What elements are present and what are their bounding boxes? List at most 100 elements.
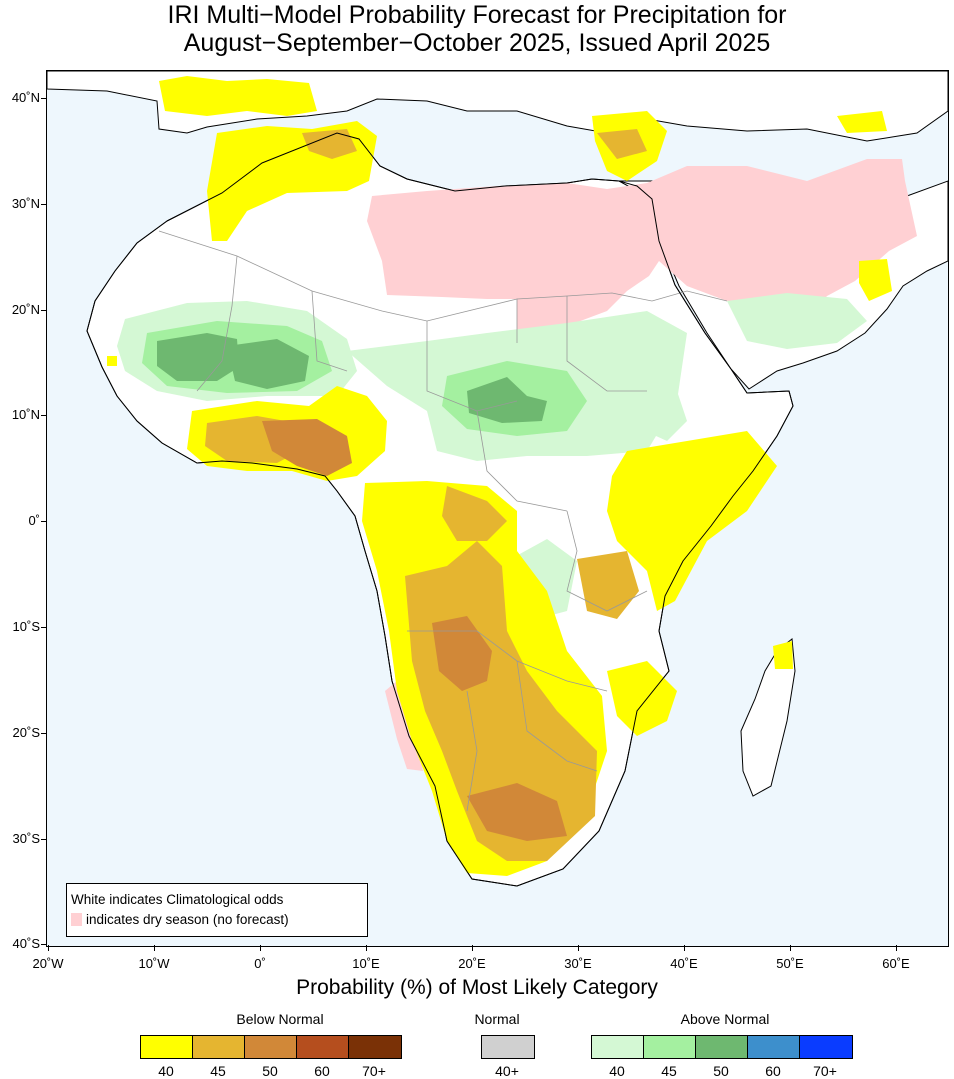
lat-tick-mark	[41, 627, 46, 628]
below-normal-congo-basin	[442, 486, 507, 541]
border-line	[651, 290, 728, 302]
below-normal-mozambique	[607, 661, 677, 736]
map-legend-box: White indicates Climatological odds indi…	[66, 883, 368, 937]
lon-tick-mark	[896, 945, 897, 951]
lat-label-40s: 40˚S	[12, 936, 40, 951]
legend-dry-season-row: indicates dry season (no forecast)	[71, 911, 289, 928]
lon-label-10w: 10˚W	[138, 956, 170, 971]
below-normal-tick-label: 70+	[362, 1063, 386, 1079]
lat-label-30n: 30˚N	[11, 196, 40, 211]
lat-tick-mark	[41, 839, 46, 840]
lon-tick-mark	[472, 945, 473, 951]
above-normal-west-sahel-50	[157, 333, 239, 381]
below-normal-south-africa-50	[467, 783, 567, 841]
map-title-line-2: August−September−October 2025, Issued Ap…	[183, 29, 771, 57]
border-line	[196, 255, 238, 392]
country-borders	[158, 230, 728, 812]
below-normal-swatch	[297, 1036, 349, 1058]
below-normal-nigeria-50	[262, 419, 352, 476]
lat-label-40n: 40˚N	[11, 90, 40, 105]
border-line	[516, 292, 653, 302]
above-normal-tick-label: 45	[661, 1063, 677, 1079]
above-normal-mali-50	[227, 339, 309, 389]
lat-label-10s: 10˚S	[12, 619, 40, 634]
lat-tick-mark	[41, 944, 46, 945]
below-normal-oman	[859, 259, 892, 301]
africa-coast	[86, 132, 794, 887]
forecast-map	[46, 70, 949, 947]
lon-label-40e: 40˚E	[670, 956, 698, 971]
below-normal-tick-label: 40	[158, 1063, 174, 1079]
below-normal-tick-label: 50	[262, 1063, 278, 1079]
above-normal-east	[645, 391, 687, 441]
lon-label-10e: 10˚E	[352, 956, 380, 971]
lon-tick-mark	[260, 945, 261, 951]
normal-colorbar	[481, 1035, 535, 1059]
below-normal-tick-label: 45	[210, 1063, 226, 1079]
lon-label-30e: 30˚E	[564, 956, 592, 971]
below-normal-levant-45	[597, 129, 647, 159]
normal-tick-label: 40+	[495, 1063, 519, 1079]
below-normal-east-africa-45	[577, 551, 639, 619]
lon-label-50e: 50˚E	[776, 956, 804, 971]
lat-label-20n: 20˚N	[11, 302, 40, 317]
above-normal-tick-label: 70+	[813, 1063, 837, 1079]
border-line	[426, 321, 518, 412]
lon-label-60e: 60˚E	[882, 956, 910, 971]
border-line	[311, 290, 348, 372]
above-normal-swatch	[748, 1036, 800, 1058]
above-normal-label: Above Normal	[680, 1011, 770, 1027]
below-normal-maghreb-45	[302, 129, 357, 159]
below-normal-east-africa	[607, 431, 777, 611]
normal-label: Normal	[474, 1011, 520, 1027]
below-normal-swatch	[193, 1036, 245, 1058]
lon-label-0: 0˚	[254, 956, 266, 971]
lat-tick-mark	[41, 98, 46, 99]
below-normal-angola-50	[432, 616, 492, 691]
lat-label-30s: 30˚S	[12, 831, 40, 846]
below-normal-madagascar-north	[773, 641, 793, 669]
above-normal-swatch	[592, 1036, 644, 1058]
normal-swatch	[482, 1036, 534, 1058]
madagascar-landmass	[740, 638, 796, 797]
lat-tick-mark	[41, 521, 46, 522]
above-normal-tick-label: 60	[765, 1063, 781, 1079]
below-normal-cape-verde	[107, 356, 117, 366]
forecast-fills	[107, 76, 917, 876]
border-line	[476, 410, 568, 512]
legend-dry-season-text: indicates dry season (no forecast)	[86, 912, 289, 927]
border-line	[466, 690, 478, 812]
below-normal-label: Below Normal	[236, 1011, 324, 1027]
lat-label-0: 0˚	[28, 513, 40, 528]
coastlines	[86, 132, 794, 887]
below-normal-swatch	[349, 1036, 401, 1058]
above-normal-colorbar	[591, 1035, 853, 1059]
above-normal-tick-label: 50	[713, 1063, 729, 1079]
border-line	[516, 660, 598, 772]
above-normal-swatch	[696, 1036, 748, 1058]
colorbar-title: Probability (%) of Most Likely Category	[296, 976, 658, 999]
below-normal-swatch	[141, 1036, 193, 1058]
below-normal-swatch	[245, 1036, 297, 1058]
lat-tick-mark	[41, 310, 46, 311]
lon-tick-mark	[578, 945, 579, 951]
above-normal-swatch	[644, 1036, 696, 1058]
lon-tick-mark	[154, 945, 155, 951]
below-normal-arabia-east	[837, 111, 887, 133]
lon-tick-mark	[48, 945, 49, 951]
below-normal-tick-label: 60	[314, 1063, 330, 1079]
lat-tick-mark	[41, 415, 46, 416]
map-title-line-1: IRI Multi−Model Probability Forecast for…	[167, 1, 787, 29]
lat-label-20s: 20˚S	[12, 725, 40, 740]
lat-tick-mark	[41, 733, 46, 734]
lon-label-20w: 20˚W	[32, 956, 64, 971]
lon-tick-mark	[790, 945, 791, 951]
below-normal-colorbar	[140, 1035, 402, 1059]
legend-climatology-text: White indicates Climatological odds	[71, 892, 284, 907]
border-line	[566, 510, 648, 612]
above-normal-horn	[727, 293, 867, 349]
dry-season-swatch	[71, 913, 82, 926]
border-line	[566, 296, 647, 392]
map-canvas	[47, 71, 948, 887]
below-normal-iberia	[159, 76, 317, 116]
